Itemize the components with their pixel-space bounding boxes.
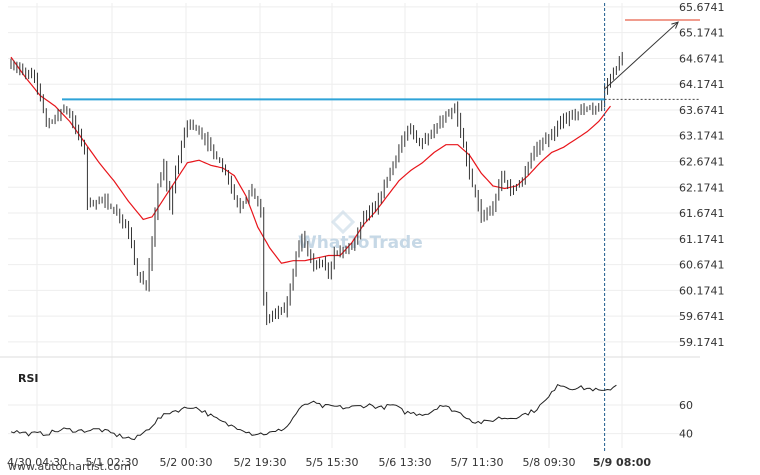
time-tick-label: 5/2 00:30 — [160, 456, 213, 469]
watermark-text: WhatToTrade — [298, 233, 423, 253]
chart-grid — [0, 3, 700, 448]
time-tick-label: 5/2 19:30 — [234, 456, 287, 469]
time-tick-label: 5/5 15:30 — [306, 456, 359, 469]
rsi-tick-label: 40 — [679, 428, 693, 441]
price-tick-label: 59.1741 — [679, 336, 725, 349]
price-tick-label: 64.6741 — [679, 52, 725, 65]
price-tick-label: 62.1741 — [679, 181, 725, 194]
time-tick-label: 4/30 04:30 — [7, 456, 67, 469]
price-tick-label: 62.6741 — [679, 156, 725, 169]
rsi-series-line — [10, 383, 617, 441]
price-candles — [10, 51, 623, 326]
price-tick-label: 65.1741 — [679, 27, 725, 40]
watermark: WhatToTrade — [298, 209, 423, 253]
rsi-panel: RSI — [10, 372, 617, 441]
price-tick-label: 60.6741 — [679, 259, 725, 272]
time-tick-label: 5/9 08:00 — [593, 456, 652, 469]
rsi-title: RSI — [18, 372, 39, 385]
watermark-logo-icon — [330, 209, 356, 235]
price-tick-label: 61.6741 — [679, 207, 725, 220]
price-tick-label: 60.1741 — [679, 284, 725, 297]
forecast-arrow — [604, 21, 679, 90]
time-tick-label: 5/6 13:30 — [379, 456, 432, 469]
price-tick-label: 59.6741 — [679, 310, 725, 323]
pattern-overlays — [62, 3, 700, 452]
time-tick-label: 5/7 11:30 — [451, 456, 504, 469]
price-tick-label: 64.1741 — [679, 78, 725, 91]
price-tick-label: 63.1741 — [679, 130, 725, 143]
forecast-arrowhead — [671, 21, 679, 29]
price-tick-label: 63.6741 — [679, 104, 725, 117]
time-tick-label: 5/1 02:30 — [86, 456, 139, 469]
price-tick-label: 65.6741 — [679, 1, 725, 14]
time-tick-label: 5/8 09:30 — [523, 456, 576, 469]
credit-text: www.autochartist.com — [8, 460, 131, 473]
price-tick-label: 61.1741 — [679, 233, 725, 246]
rsi-tick-label: 60 — [679, 399, 693, 412]
axis-labels: 65.6741 65.1741 64.6741 64.1741 63.6741 63.17… — [7, 1, 724, 469]
